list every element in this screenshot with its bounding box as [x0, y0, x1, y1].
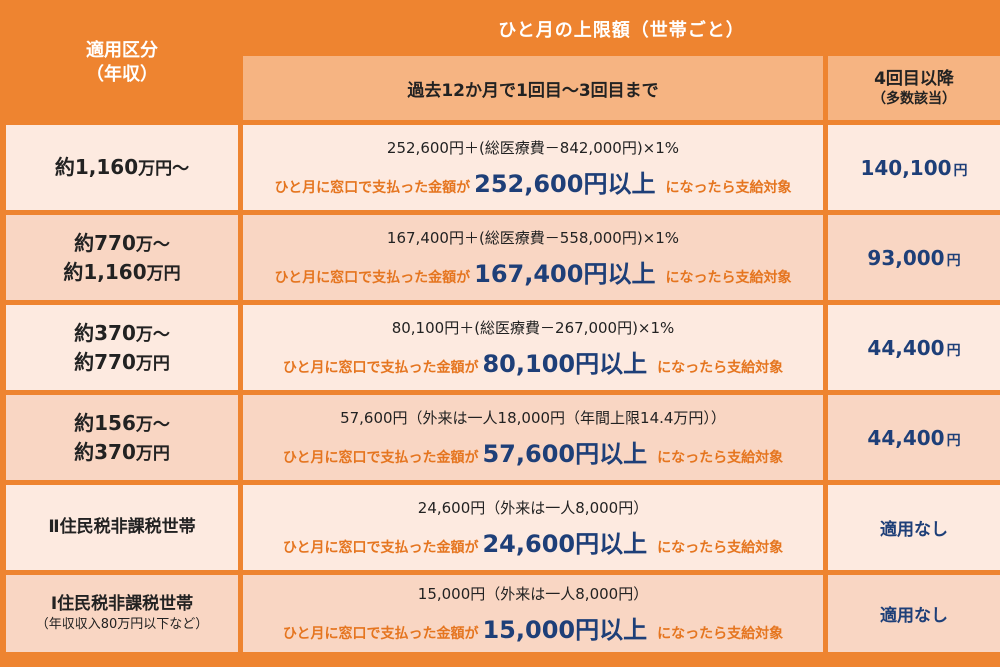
row-1-cond-suffix: になったら支給対象 [665, 179, 792, 196]
row-6-threshold: 15,000円以上 [482, 615, 648, 644]
row-3-amount-b: 約770 [74, 349, 136, 374]
row-1-formula: 252,600円＋(総医療費－842,000円)×1% [386, 138, 680, 157]
row-6-formula: 15,000円（外来は一人8,000円） [417, 584, 649, 603]
row-6-category-note: （年収収入80万円以下など） [35, 617, 209, 633]
row-2-cond-prefix: ひと月に窓口で支払った金額が [274, 269, 471, 286]
row-4-category: 約156万〜 約370万円 [6, 395, 238, 480]
row-2-first3: 167,400円＋(総医療費－558,000円)×1% ひと月に窓口で支払った金… [243, 215, 823, 300]
row-6-category: Ⅰ住民税非課税世帯 （年収収入80万円以下など） [6, 575, 238, 652]
row-5-cond-prefix: ひと月に窓口で支払った金額が [282, 539, 479, 556]
row-3-unit-b: 万円 [135, 353, 170, 374]
row-4-amount-b: 約370 [74, 439, 136, 464]
row-2-after4-yen: 円 [946, 252, 961, 269]
row-1-after4-yen: 円 [953, 162, 968, 179]
row-5-category: Ⅱ住民税非課税世帯 [6, 485, 238, 570]
row-3-category-line1: 約370万〜 [74, 319, 170, 348]
header-4th-line1: 4回目以降 [874, 68, 954, 89]
row-4-unit-b: 万円 [135, 443, 170, 464]
row-1-after4-num: 140,100 [860, 155, 952, 180]
row-1-condition: ひと月に窓口で支払った金額が 252,600円以上 になったら支給対象 [275, 164, 792, 199]
row-6-after4-text: 適用なし [880, 606, 948, 626]
row-4-amount-a: 約156 [74, 410, 136, 435]
row-1-cond-prefix: ひと月に窓口で支払った金額が [274, 179, 471, 196]
row-3-condition: ひと月に窓口で支払った金額が 80,100円以上 になったら支給対象 [283, 344, 783, 379]
row-2-unit-a: 万〜 [135, 234, 170, 255]
row-2-amount-a: 約770 [74, 230, 136, 255]
row-4-category-line2: 約370万円 [74, 438, 170, 467]
row-2-threshold: 167,400円以上 [474, 259, 656, 288]
row-3-category-line2: 約770万円 [74, 348, 170, 377]
row-4-formula: 57,600円（外来は一人18,000円（年間上限14.4万円）） [340, 408, 726, 427]
row-3-after4-num: 44,400 [867, 335, 945, 360]
row-2-cond-suffix: になったら支給対象 [665, 269, 792, 286]
row-4-threshold: 57,600円以上 [482, 439, 648, 468]
row-5-after4-text: 適用なし [880, 520, 948, 540]
row-2-condition: ひと月に窓口で支払った金額が 167,400円以上 になったら支給対象 [275, 254, 792, 289]
row-5-first3: 24,600円（外来は一人8,000円） ひと月に窓口で支払った金額が 24,6… [243, 485, 823, 570]
row-4-condition: ひと月に窓口で支払った金額が 57,600円以上 になったら支給対象 [283, 434, 783, 469]
header-category-line2: （年収） [86, 64, 158, 85]
row-3-cond-prefix: ひと月に窓口で支払った金額が [282, 359, 479, 376]
row-6-category-text: Ⅰ住民税非課税世帯 [50, 593, 194, 614]
row-4-after4-num: 44,400 [867, 425, 945, 450]
header-first3-text: 過去12か月で1回目〜3回目まで [407, 80, 659, 101]
header-limit-title-text: ひと月の上限額（世帯ごと） [498, 19, 745, 41]
row-1-category-line1: 約1,160万円〜 [55, 153, 189, 182]
row-2-after4-num: 93,000 [867, 245, 945, 270]
row-4-after4-value: 44,400 円 [867, 426, 960, 450]
row-3-formula: 80,100円＋(総医療費－267,000円)×1% [391, 318, 675, 337]
row-2-amount-b: 約1,160 [63, 259, 147, 284]
row-2-unit-b: 万円 [146, 263, 181, 284]
row-5-category-text: Ⅱ住民税非課税世帯 [48, 517, 196, 538]
row-3-unit-a: 万〜 [135, 324, 170, 345]
row-3-after4-yen: 円 [946, 342, 961, 359]
row-5-condition: ひと月に窓口で支払った金額が 24,600円以上 になったら支給対象 [283, 524, 783, 559]
header-category: 適用区分 （年収） [6, 6, 238, 120]
row-1-category: 約1,160万円〜 [6, 125, 238, 210]
row-5-cond-suffix: になったら支給対象 [657, 539, 784, 556]
row-1-first3: 252,600円＋(総医療費－842,000円)×1% ひと月に窓口で支払った金… [243, 125, 823, 210]
row-1-after4-value: 140,100 円 [860, 156, 967, 180]
row-3-cond-suffix: になったら支給対象 [657, 359, 784, 376]
row-4-cond-suffix: になったら支給対象 [657, 449, 784, 466]
row-5-after4: 適用なし [828, 485, 1000, 570]
row-3-first3: 80,100円＋(総医療費－267,000円)×1% ひと月に窓口で支払った金額… [243, 305, 823, 390]
row-6-cond-prefix: ひと月に窓口で支払った金額が [282, 625, 479, 642]
limit-table: 適用区分 （年収） ひと月の上限額（世帯ごと） 過去12か月で1回目〜3回目まで… [6, 6, 1000, 652]
row-1-amount: 約1,160 [54, 155, 139, 179]
row-5-formula: 24,600円（外来は一人8,000円） [417, 498, 649, 517]
row-2-category-line2: 約1,160万円 [63, 258, 180, 287]
row-3-amount-a: 約370 [74, 320, 136, 345]
row-3-threshold: 80,100円以上 [482, 349, 648, 378]
row-5-threshold: 24,600円以上 [482, 529, 648, 558]
header-4th: 4回目以降 （多数該当） [828, 56, 1000, 120]
header-category-line1: 適用区分 [86, 39, 158, 61]
header-limit-title: ひと月の上限額（世帯ごと） [243, 6, 1000, 51]
row-2-category-line1: 約770万〜 [74, 229, 170, 258]
row-3-category: 約370万〜 約770万円 [6, 305, 238, 390]
row-4-cond-prefix: ひと月に窓口で支払った金額が [282, 449, 479, 466]
header-4th-line2: （多数該当） [872, 90, 956, 107]
row-2-after4-value: 93,000 円 [867, 246, 960, 270]
row-3-after4-value: 44,400 円 [867, 336, 960, 360]
row-6-condition: ひと月に窓口で支払った金額が 15,000円以上 になったら支給対象 [283, 610, 783, 645]
row-4-after4: 44,400 円 [828, 395, 1000, 480]
row-4-after4-yen: 円 [946, 432, 961, 449]
row-4-first3: 57,600円（外来は一人18,000円（年間上限14.4万円）） ひと月に窓口… [243, 395, 823, 480]
row-1-after4: 140,100 円 [828, 125, 1000, 210]
row-1-unit: 万円〜 [138, 159, 190, 179]
row-3-after4: 44,400 円 [828, 305, 1000, 390]
row-4-category-line1: 約156万〜 [74, 409, 170, 438]
header-first3: 過去12か月で1回目〜3回目まで [243, 56, 823, 120]
row-6-first3: 15,000円（外来は一人8,000円） ひと月に窓口で支払った金額が 15,0… [243, 575, 823, 652]
row-2-after4: 93,000 円 [828, 215, 1000, 300]
row-4-unit-a: 万〜 [135, 414, 170, 435]
row-2-formula: 167,400円＋(総医療費－558,000円)×1% [386, 228, 680, 247]
row-2-category: 約770万〜 約1,160万円 [6, 215, 238, 300]
row-1-threshold: 252,600円以上 [474, 169, 656, 198]
row-6-after4: 適用なし [828, 575, 1000, 652]
row-6-cond-suffix: になったら支給対象 [657, 625, 784, 642]
